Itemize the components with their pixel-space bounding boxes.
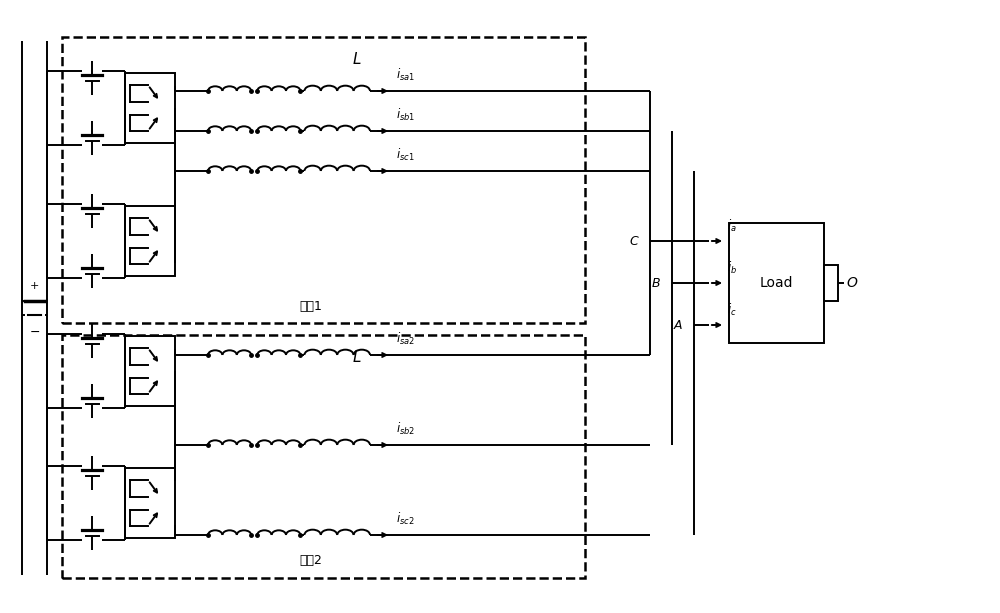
Text: $i_{sc1}$: $i_{sc1}$	[396, 147, 415, 163]
Bar	[125, 206, 175, 276]
Text: 单兲2: 单兲2	[299, 555, 322, 568]
Text: $L$: $L$	[352, 349, 361, 365]
Bar	[125, 468, 175, 538]
Text: 单兲1: 单兲1	[299, 300, 322, 313]
Text: $i_{sb1}$: $i_{sb1}$	[396, 107, 415, 123]
Bar	[125, 336, 175, 406]
Text: B: B	[651, 276, 660, 289]
Text: C: C	[629, 235, 638, 248]
Text: +: +	[30, 281, 39, 291]
Bar	[62, 37, 585, 323]
Text: $i_c$: $i_c$	[727, 302, 737, 318]
Text: $L$: $L$	[352, 51, 361, 67]
Text: $i_a$: $i_a$	[727, 218, 737, 234]
Text: $i_{sa2}$: $i_{sa2}$	[396, 331, 415, 347]
Text: $i_{sc2}$: $i_{sc2}$	[396, 511, 415, 527]
Text: $-$: $-$	[29, 325, 40, 338]
Text: $i_{sa1}$: $i_{sa1}$	[396, 67, 415, 83]
Text: $i_b$: $i_b$	[727, 260, 737, 276]
Bar	[62, 335, 585, 578]
Bar	[824, 265, 838, 301]
Bar	[729, 223, 824, 343]
Text: $i_{sb2}$: $i_{sb2}$	[396, 421, 415, 437]
Text: Load: Load	[760, 276, 793, 290]
Bar	[125, 73, 175, 143]
Text: A: A	[674, 319, 682, 332]
Text: O: O	[846, 276, 857, 290]
